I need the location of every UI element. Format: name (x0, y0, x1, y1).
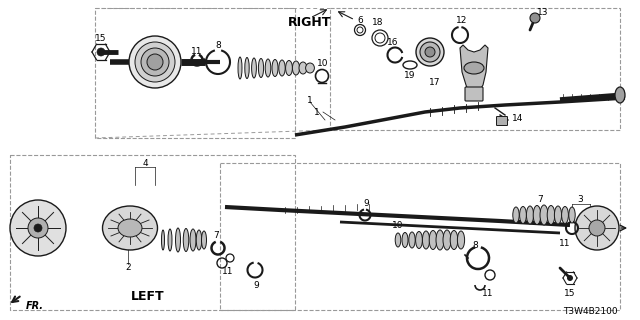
FancyBboxPatch shape (497, 116, 508, 125)
Text: LEFT: LEFT (131, 290, 165, 302)
Text: 18: 18 (372, 18, 384, 27)
Circle shape (129, 36, 181, 88)
Ellipse shape (190, 229, 196, 251)
Ellipse shape (569, 207, 575, 223)
Ellipse shape (533, 205, 541, 225)
Circle shape (575, 206, 619, 250)
Ellipse shape (396, 233, 401, 247)
Text: 5: 5 (17, 223, 23, 233)
Text: FR.: FR. (26, 301, 44, 311)
Text: 16: 16 (387, 37, 399, 46)
Ellipse shape (306, 63, 314, 73)
Ellipse shape (272, 60, 278, 76)
Ellipse shape (415, 231, 422, 249)
Ellipse shape (547, 205, 555, 225)
Text: 1: 1 (307, 95, 313, 105)
Text: 3: 3 (577, 196, 583, 204)
Text: 10: 10 (317, 59, 329, 68)
Text: 1: 1 (314, 108, 320, 116)
Circle shape (147, 54, 163, 70)
Ellipse shape (422, 231, 429, 249)
Ellipse shape (202, 231, 207, 249)
Text: 9: 9 (363, 198, 369, 207)
Ellipse shape (443, 230, 451, 250)
Ellipse shape (245, 58, 249, 78)
Text: 7: 7 (213, 231, 219, 241)
Ellipse shape (118, 219, 142, 237)
Text: 6: 6 (357, 15, 363, 25)
Ellipse shape (402, 233, 408, 247)
Text: 11: 11 (191, 46, 203, 55)
Ellipse shape (175, 228, 180, 252)
Circle shape (10, 200, 66, 256)
Ellipse shape (265, 59, 271, 77)
Circle shape (589, 220, 605, 236)
Text: 11: 11 (483, 289, 493, 298)
Text: 4: 4 (142, 158, 148, 167)
Ellipse shape (409, 232, 415, 248)
Ellipse shape (513, 207, 519, 223)
Text: 15: 15 (95, 34, 107, 43)
Ellipse shape (425, 47, 435, 57)
Ellipse shape (292, 61, 300, 75)
Text: T3W4B2100: T3W4B2100 (563, 308, 618, 316)
Text: 7: 7 (537, 196, 543, 204)
Ellipse shape (526, 206, 534, 224)
Ellipse shape (168, 229, 172, 251)
Ellipse shape (196, 230, 202, 250)
Ellipse shape (416, 38, 444, 66)
Text: 9: 9 (253, 281, 259, 290)
Polygon shape (460, 45, 488, 92)
Text: 8: 8 (472, 241, 478, 250)
Circle shape (135, 42, 175, 82)
Text: 19: 19 (404, 70, 416, 79)
Circle shape (97, 48, 105, 56)
Ellipse shape (183, 228, 189, 252)
Text: 8: 8 (215, 41, 221, 50)
Text: 13: 13 (537, 7, 548, 17)
Text: 17: 17 (429, 77, 441, 86)
Ellipse shape (102, 206, 157, 250)
Text: 10: 10 (392, 220, 404, 229)
Ellipse shape (554, 206, 562, 224)
Ellipse shape (520, 206, 527, 223)
Circle shape (28, 218, 48, 238)
Ellipse shape (252, 58, 257, 78)
FancyBboxPatch shape (465, 87, 483, 101)
Ellipse shape (299, 62, 307, 74)
Ellipse shape (540, 205, 548, 225)
Ellipse shape (562, 206, 568, 223)
Ellipse shape (238, 57, 242, 79)
Circle shape (567, 275, 573, 281)
Ellipse shape (464, 62, 484, 74)
Text: 15: 15 (564, 289, 576, 298)
Ellipse shape (161, 230, 164, 250)
Ellipse shape (436, 230, 444, 250)
Text: 11: 11 (222, 268, 234, 276)
Text: 12: 12 (456, 15, 468, 25)
Ellipse shape (285, 60, 292, 76)
Circle shape (34, 224, 42, 232)
Text: 14: 14 (512, 114, 524, 123)
Ellipse shape (615, 87, 625, 103)
Text: 2: 2 (125, 263, 131, 273)
Circle shape (141, 48, 169, 76)
Ellipse shape (420, 42, 440, 62)
Ellipse shape (259, 59, 264, 77)
Ellipse shape (450, 230, 458, 250)
Ellipse shape (458, 231, 465, 249)
Text: RIGHT: RIGHT (288, 15, 332, 28)
Text: 11: 11 (559, 238, 571, 247)
Ellipse shape (279, 60, 285, 76)
Circle shape (530, 13, 540, 23)
Ellipse shape (429, 230, 437, 250)
